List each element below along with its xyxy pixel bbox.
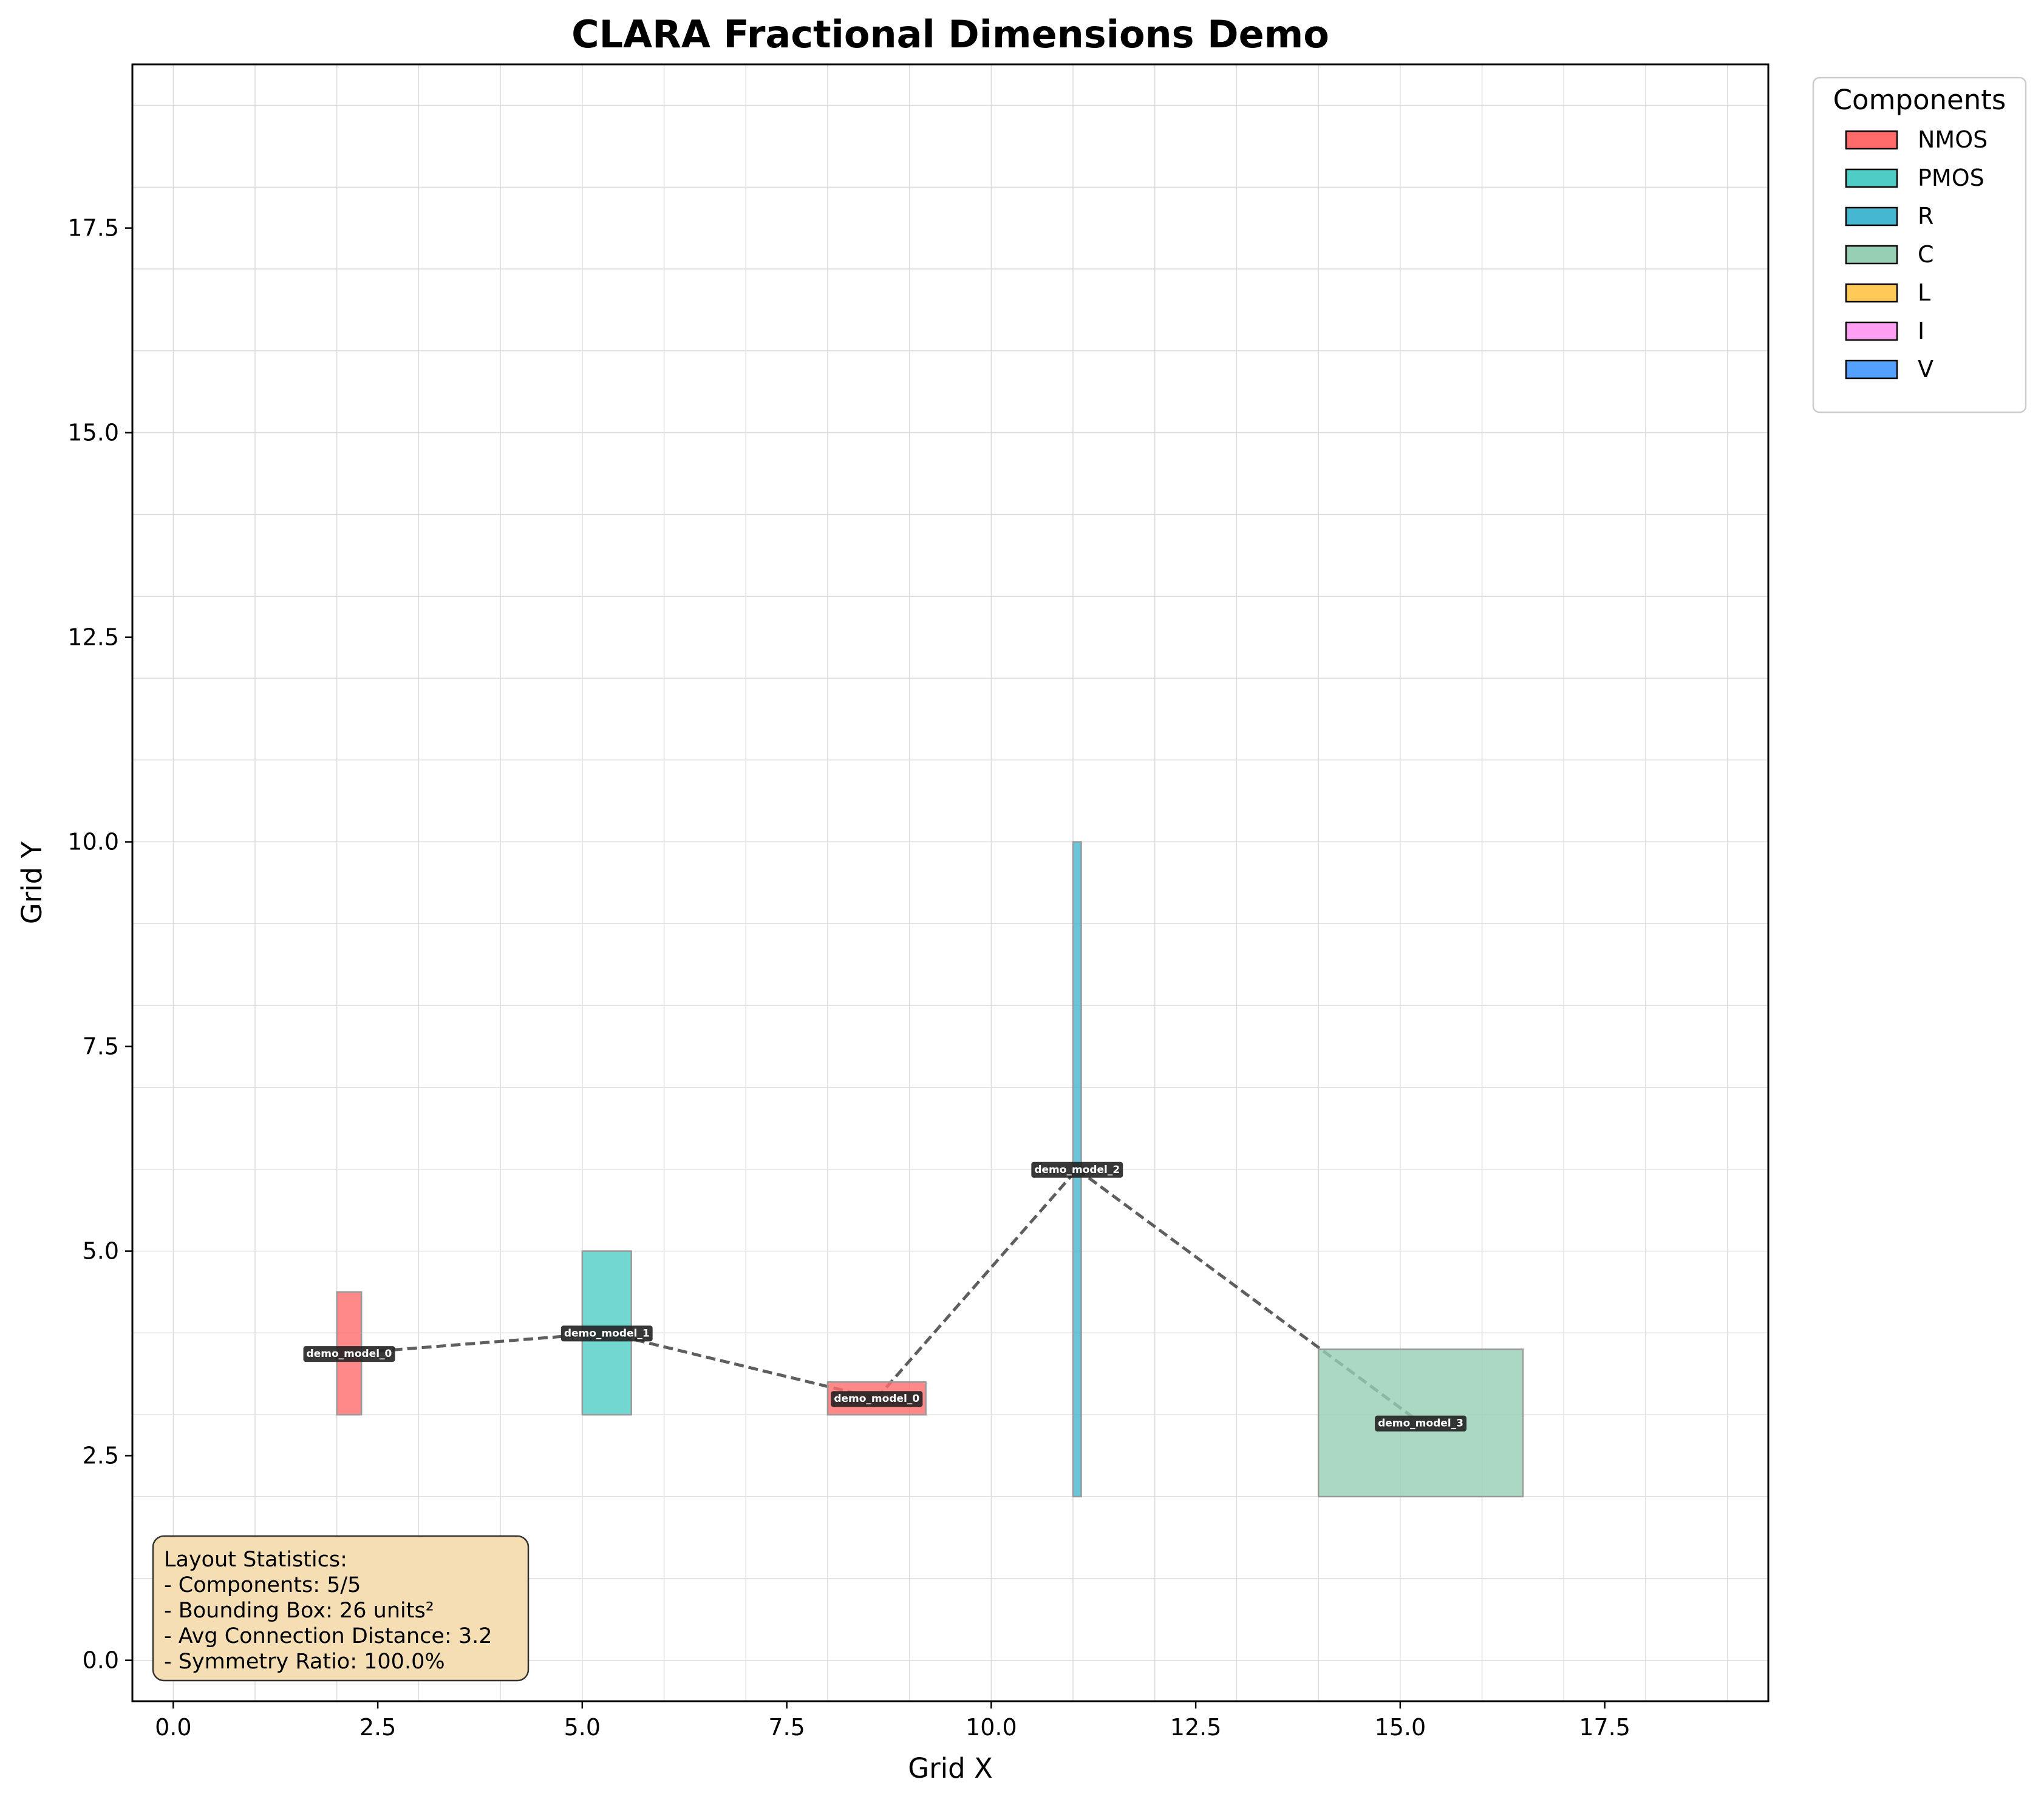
stats-line: - Bounding Box: 26 units² bbox=[164, 1599, 434, 1623]
legend-label-pmos: PMOS bbox=[1918, 165, 1984, 191]
legend-label-nmos: NMOS bbox=[1918, 126, 1988, 153]
legend-swatch-nmos bbox=[1845, 130, 1898, 150]
x-tick-label: 17.5 bbox=[1579, 1714, 1630, 1741]
legend-title: Components bbox=[1833, 84, 2006, 116]
legend-label-l: L bbox=[1918, 279, 1930, 306]
connection-line bbox=[875, 1168, 1078, 1399]
component-label: demo_model_2 bbox=[1034, 1164, 1120, 1176]
component-labels: demo_model_0demo_model_1demo_model_0demo… bbox=[303, 1161, 1467, 1432]
stats-line: - Avg Connection Distance: 3.2 bbox=[164, 1624, 492, 1648]
legend-swatch-i bbox=[1845, 321, 1898, 341]
y-tick-label: 17.5 bbox=[67, 215, 119, 242]
stats-line: - Components: 5/5 bbox=[164, 1573, 361, 1597]
x-tick-label: 12.5 bbox=[1170, 1714, 1222, 1741]
legend-swatch-r bbox=[1845, 206, 1898, 226]
stats-line: Layout Statistics: bbox=[164, 1548, 347, 1572]
connection-line bbox=[606, 1331, 877, 1400]
axis-ticks: 0.0 2.5 5.0 7.5 10.0 12.5 15.0 17.5 0.0 2.5 5.0 7.5… bbox=[67, 215, 1630, 1741]
plot-frame bbox=[131, 63, 1770, 1702]
component-label-bg bbox=[1031, 1161, 1123, 1178]
legend-label-v: V bbox=[1918, 356, 1933, 382]
x-tick-label: 0.0 bbox=[155, 1714, 191, 1741]
component-label-bg bbox=[831, 1391, 923, 1407]
y-tick-label: 12.5 bbox=[67, 624, 119, 651]
legend-label-r: R bbox=[1918, 203, 1933, 229]
y-tick-label: 5.0 bbox=[83, 1238, 119, 1265]
y-tick-label: 15.0 bbox=[67, 420, 119, 446]
component-label-bg bbox=[303, 1346, 395, 1362]
x-axis-label: Grid X bbox=[908, 1752, 993, 1784]
component-label: demo_model_1 bbox=[564, 1327, 650, 1339]
component-label-bg bbox=[1375, 1415, 1467, 1432]
y-axis-label: Grid Y bbox=[16, 841, 48, 924]
x-tick-label: 10.0 bbox=[966, 1714, 1017, 1741]
legend-swatch-v bbox=[1845, 359, 1898, 379]
component-label: demo_model_3 bbox=[1378, 1418, 1463, 1430]
stats-box: Layout Statistics:- Components: 5/5- Bou… bbox=[152, 1535, 530, 1682]
x-tick-label: 15.0 bbox=[1375, 1714, 1426, 1741]
y-tick-label: 10.0 bbox=[67, 829, 119, 855]
legend-label-c: C bbox=[1918, 241, 1934, 268]
y-tick-label: 2.5 bbox=[83, 1443, 119, 1469]
legend-swatch-c bbox=[1845, 245, 1898, 265]
legend-label-i: I bbox=[1918, 318, 1924, 344]
x-tick-label: 5.0 bbox=[564, 1714, 601, 1741]
y-tick-label: 0.0 bbox=[83, 1647, 119, 1674]
component-label-bg bbox=[560, 1325, 653, 1342]
x-tick-label: 7.5 bbox=[768, 1714, 805, 1741]
y-tick-label: 7.5 bbox=[83, 1033, 119, 1060]
stats-box-bg bbox=[152, 1535, 530, 1682]
x-tick-label: 2.5 bbox=[359, 1714, 396, 1741]
component-label: demo_model_0 bbox=[307, 1348, 392, 1360]
component-label: demo_model_0 bbox=[834, 1393, 919, 1405]
chart-title: CLARA Fractional Dimensions Demo bbox=[571, 12, 1329, 56]
legend-swatch-l bbox=[1845, 283, 1898, 303]
stats-line: - Symmetry Ratio: 100.0% bbox=[164, 1650, 445, 1674]
legend-swatch-pmos bbox=[1845, 168, 1898, 188]
